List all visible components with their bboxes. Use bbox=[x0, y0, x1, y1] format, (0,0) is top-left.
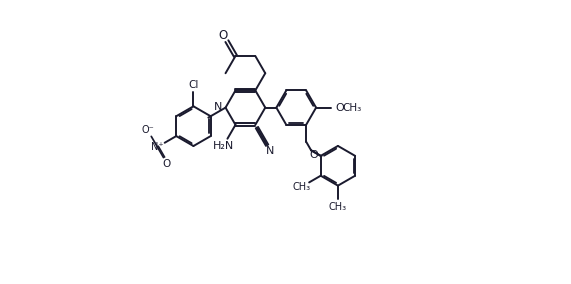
Text: N: N bbox=[214, 102, 223, 112]
Text: O: O bbox=[309, 150, 318, 160]
Text: CH₃: CH₃ bbox=[329, 202, 347, 212]
Text: N: N bbox=[266, 146, 275, 156]
Text: O: O bbox=[219, 29, 228, 42]
Text: O: O bbox=[163, 158, 171, 168]
Text: CH₃: CH₃ bbox=[293, 181, 311, 192]
Text: H₂N: H₂N bbox=[212, 141, 234, 151]
Text: O: O bbox=[336, 103, 344, 113]
Text: CH₃: CH₃ bbox=[343, 103, 361, 113]
Text: Cl: Cl bbox=[188, 80, 199, 90]
Text: N⁺: N⁺ bbox=[151, 142, 164, 152]
Text: O⁻: O⁻ bbox=[142, 126, 154, 135]
